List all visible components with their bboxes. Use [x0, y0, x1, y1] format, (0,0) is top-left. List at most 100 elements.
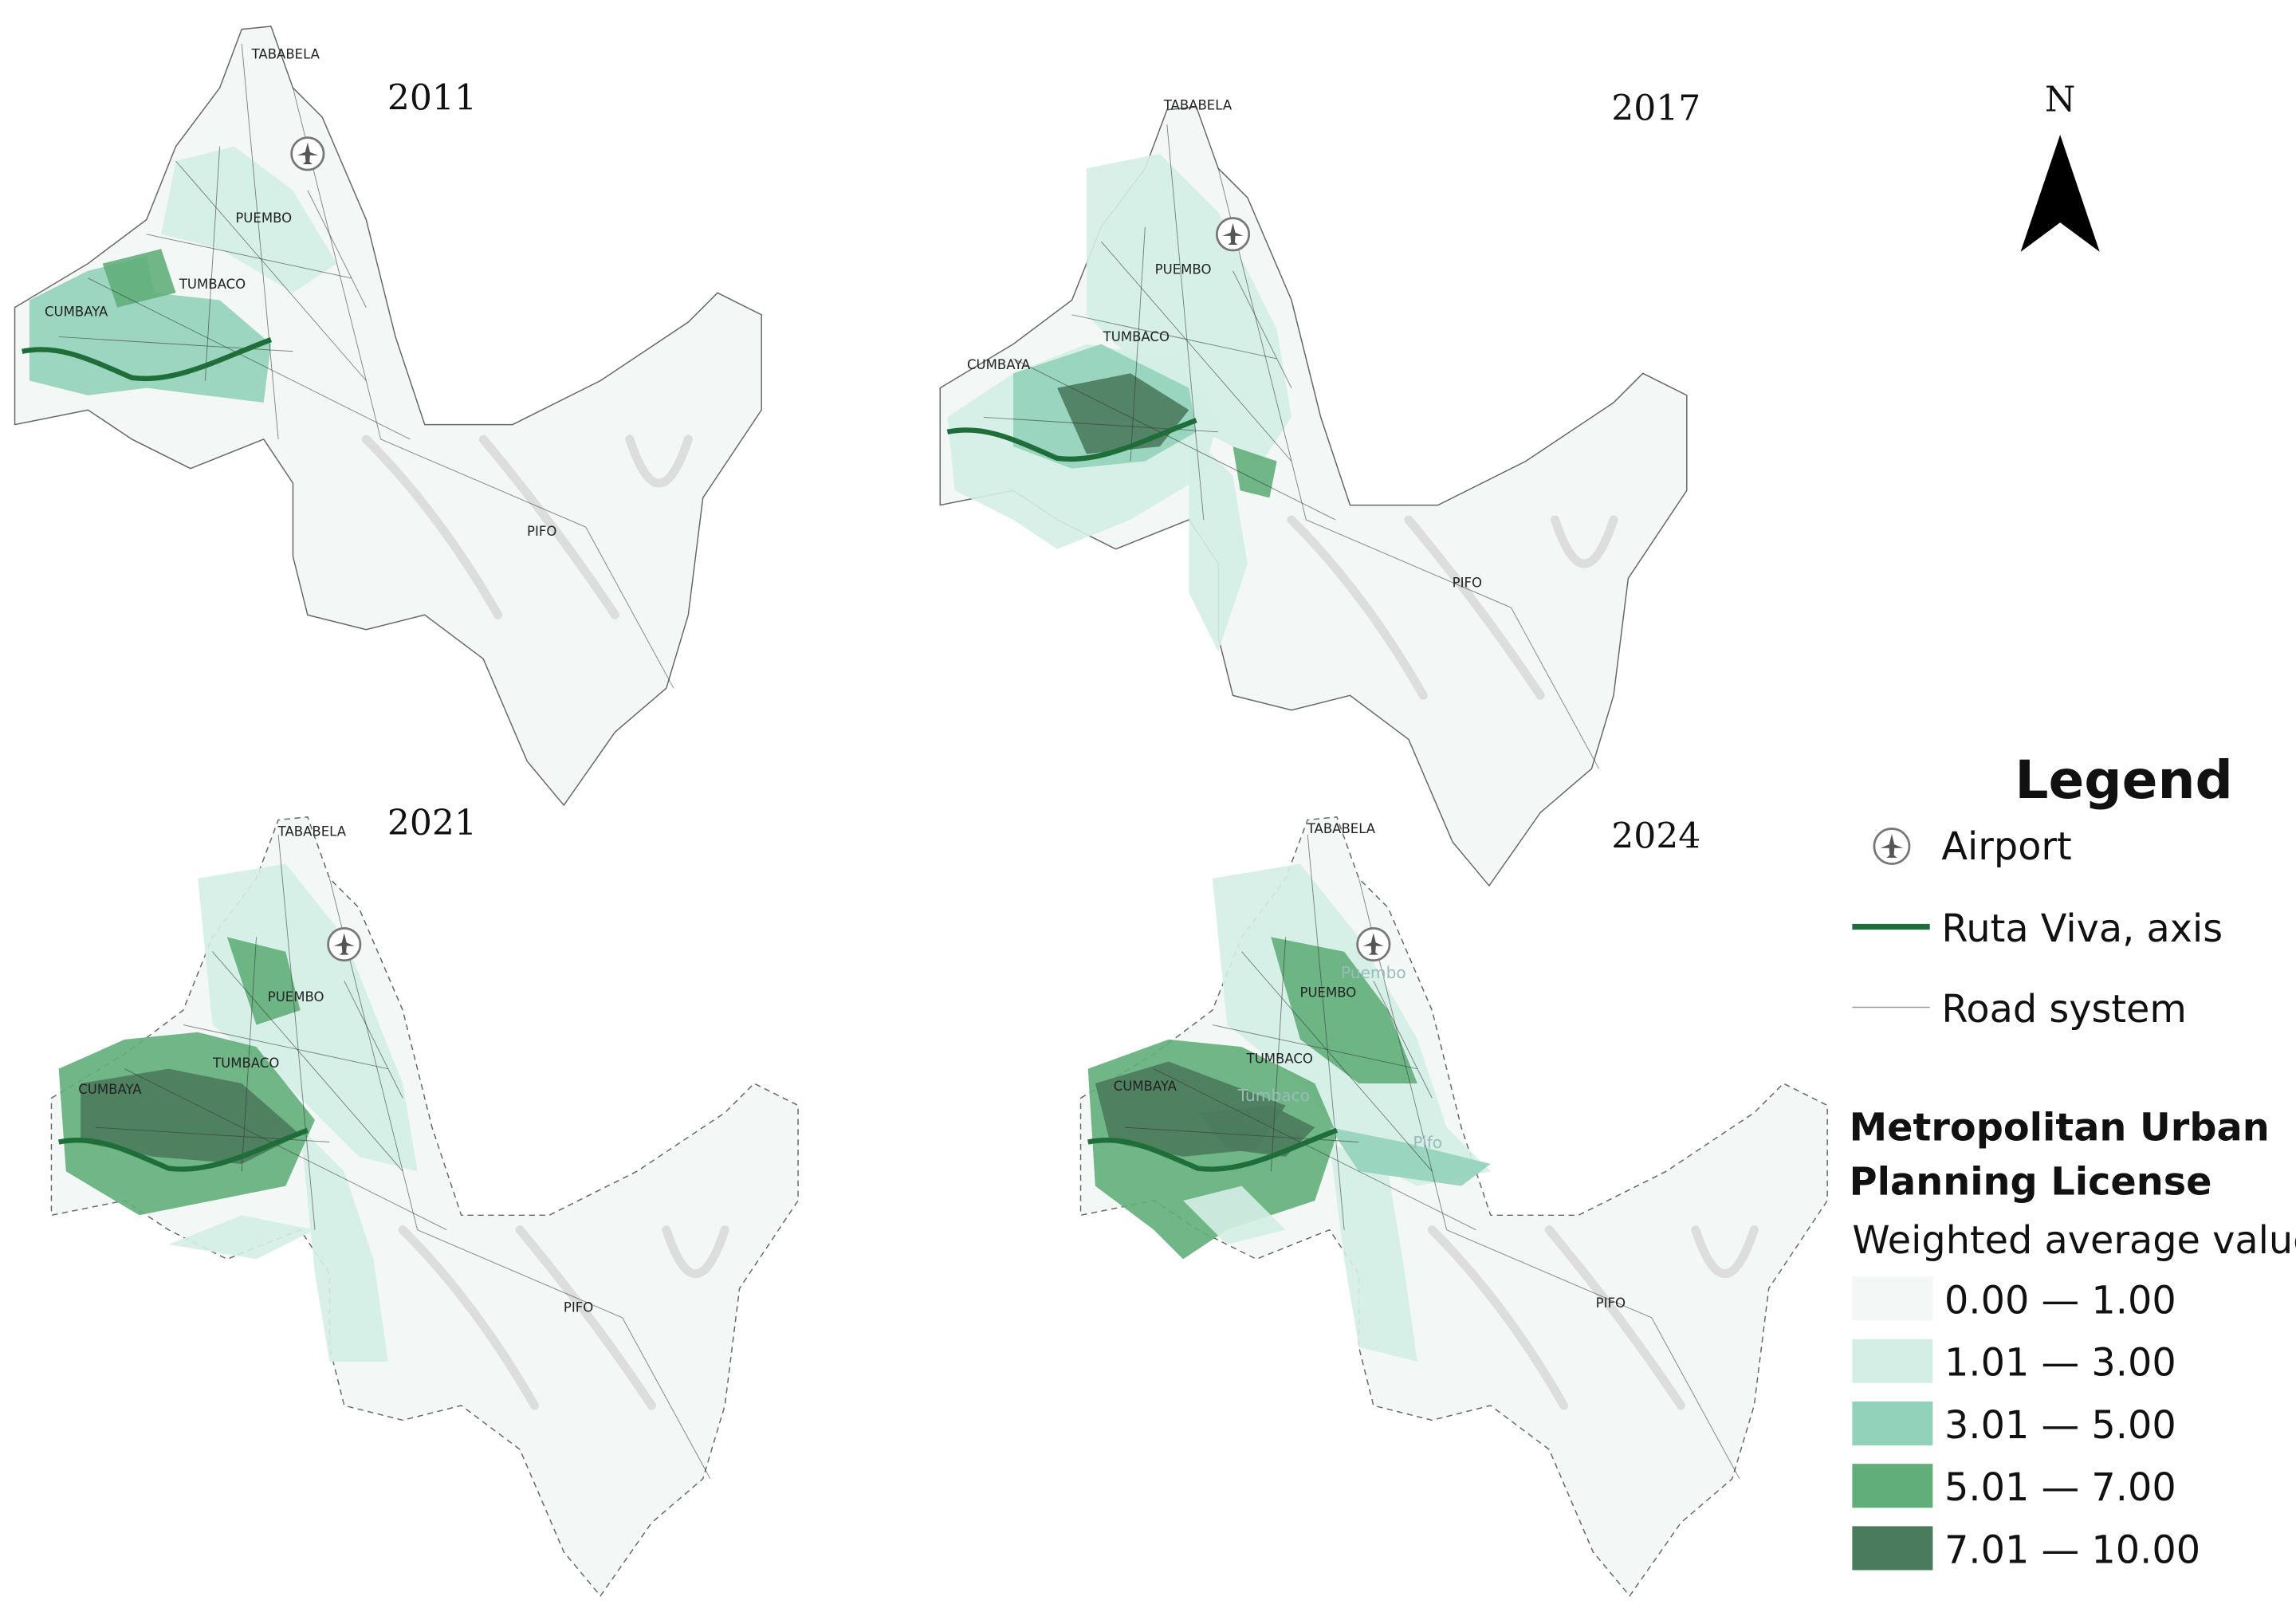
road	[1130, 226, 1146, 462]
legend-class-label: 0.00 — 1.00	[1944, 1279, 2176, 1323]
place-label: TABABELA	[1307, 821, 1376, 836]
legend-section-title: Planning License	[1850, 1161, 2212, 1205]
legend-swatch	[1852, 1339, 1933, 1383]
road	[241, 44, 279, 439]
place-label: TABABELA	[277, 824, 347, 839]
license-zone	[198, 863, 418, 1172]
map-year: 2011	[387, 78, 477, 119]
airport-plane	[1880, 834, 1904, 858]
north-arrow	[2020, 134, 2100, 252]
ruta-viva	[22, 337, 273, 382]
place-label: PUEMBO	[1155, 261, 1212, 277]
license-zone	[81, 1068, 301, 1165]
road	[88, 277, 411, 440]
ruta-viva	[1087, 1127, 1339, 1172]
road	[1012, 358, 1336, 521]
license-zone	[102, 249, 176, 308]
legend-section-title: Metropolitan Urban	[1850, 1107, 2270, 1150]
legend-item: Ruta Viva, axis	[1941, 907, 2223, 951]
road	[1071, 314, 1277, 360]
road	[1358, 878, 1740, 1480]
road	[212, 951, 403, 1172]
road	[241, 937, 258, 1172]
district-outline	[14, 26, 762, 807]
road	[1217, 168, 1600, 769]
legend-swatch	[1852, 1464, 1933, 1508]
place-label: TABABELA	[251, 46, 320, 61]
place-label: Pifo	[1413, 1133, 1442, 1152]
road	[328, 878, 711, 1480]
ruta-viva	[58, 1127, 309, 1172]
license-zone	[161, 146, 337, 293]
road	[1233, 270, 1292, 388]
map-panel	[14, 26, 762, 807]
legend-item: Airport	[1941, 825, 2071, 869]
terrain-shade	[1287, 515, 1618, 700]
place-label: TUMBACO	[1103, 329, 1170, 344]
place-label: TABABELA	[1163, 98, 1233, 113]
legend: Legend Airport Ruta Viva, axis Road system M…	[1850, 749, 2296, 1572]
place-label: CUMBAYA	[967, 357, 1031, 372]
legend-title: Legend	[2015, 749, 2233, 811]
place-label: TUMBACO	[179, 277, 246, 292]
map-year: 2024	[1611, 816, 1700, 856]
airport-plane	[1362, 933, 1384, 955]
legend-subtitle: Weighted average value	[1852, 1219, 2296, 1263]
road	[1154, 1068, 1476, 1231]
place-label: CUMBAYA	[45, 305, 108, 320]
legend-swatch	[1852, 1401, 1933, 1446]
map-panel	[939, 106, 1688, 887]
map-year: 2017	[1611, 88, 1700, 129]
road	[146, 234, 352, 279]
place-label: PIFO	[527, 524, 556, 539]
north-label: N	[2045, 80, 2076, 120]
license-zone	[300, 1127, 388, 1362]
legend-class-label: 1.01 — 3.00	[1944, 1342, 2176, 1386]
place-label: TUMBACO	[212, 1056, 279, 1071]
license-zone	[1271, 937, 1417, 1084]
road	[204, 146, 221, 381]
road	[1270, 937, 1287, 1172]
license-zone	[168, 1215, 316, 1260]
road	[307, 190, 367, 308]
road	[1241, 951, 1433, 1172]
terrain-shade	[361, 434, 693, 619]
legend-class-label: 7.01 — 10.00	[1944, 1528, 2200, 1572]
road	[293, 88, 674, 689]
airport-plane	[1222, 222, 1244, 245]
place-label: CUMBAYA	[78, 1082, 142, 1097]
place-label: PUEMBO	[268, 989, 324, 1005]
place-label: Puembo	[1341, 963, 1406, 982]
road	[344, 981, 403, 1099]
license-zone	[1086, 153, 1292, 462]
airport-plane	[333, 933, 355, 955]
legend-item: Road system	[1941, 988, 2187, 1032]
place-label: TUMBACO	[1246, 1051, 1313, 1066]
legend-class-label: 5.01 — 7.00	[1944, 1466, 2176, 1510]
license-zone	[1183, 1185, 1286, 1245]
legend-swatch	[1852, 1526, 1933, 1571]
legend-class-label: 3.01 — 5.00	[1944, 1404, 2176, 1448]
place-label: PUEMBO	[235, 210, 292, 226]
road	[1100, 241, 1292, 462]
road	[175, 160, 367, 381]
airport-plane	[297, 142, 318, 164]
terrain-shade	[398, 1225, 729, 1410]
place-label: PIFO	[1596, 1295, 1626, 1311]
license-zone	[1329, 1127, 1491, 1186]
road	[1307, 834, 1345, 1230]
map-year: 2021	[387, 803, 477, 843]
road	[277, 834, 316, 1230]
terrain-shade	[1427, 1225, 1759, 1410]
license-zone	[1197, 1105, 1315, 1157]
place-label: CUMBAYA	[1114, 1079, 1177, 1094]
road	[124, 1068, 447, 1231]
road	[183, 1024, 388, 1070]
place-label: PIFO	[564, 1300, 593, 1315]
road	[1373, 981, 1433, 1099]
map-panel	[50, 816, 799, 1598]
road	[1212, 1024, 1418, 1070]
place-label: PUEMBO	[1300, 985, 1357, 1001]
legend-swatch	[1852, 1276, 1933, 1321]
